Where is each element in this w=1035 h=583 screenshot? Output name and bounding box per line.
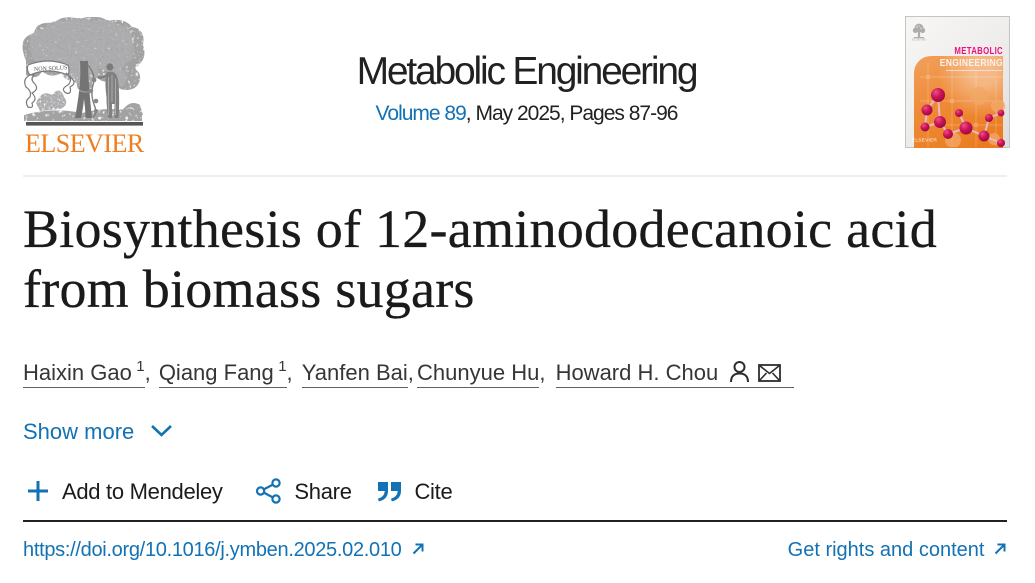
- svg-text:ELSEVIER: ELSEVIER: [912, 38, 926, 41]
- svg-text:NON SOLUS: NON SOLUS: [34, 65, 68, 73]
- svg-text:ELSEVIER: ELSEVIER: [912, 138, 937, 144]
